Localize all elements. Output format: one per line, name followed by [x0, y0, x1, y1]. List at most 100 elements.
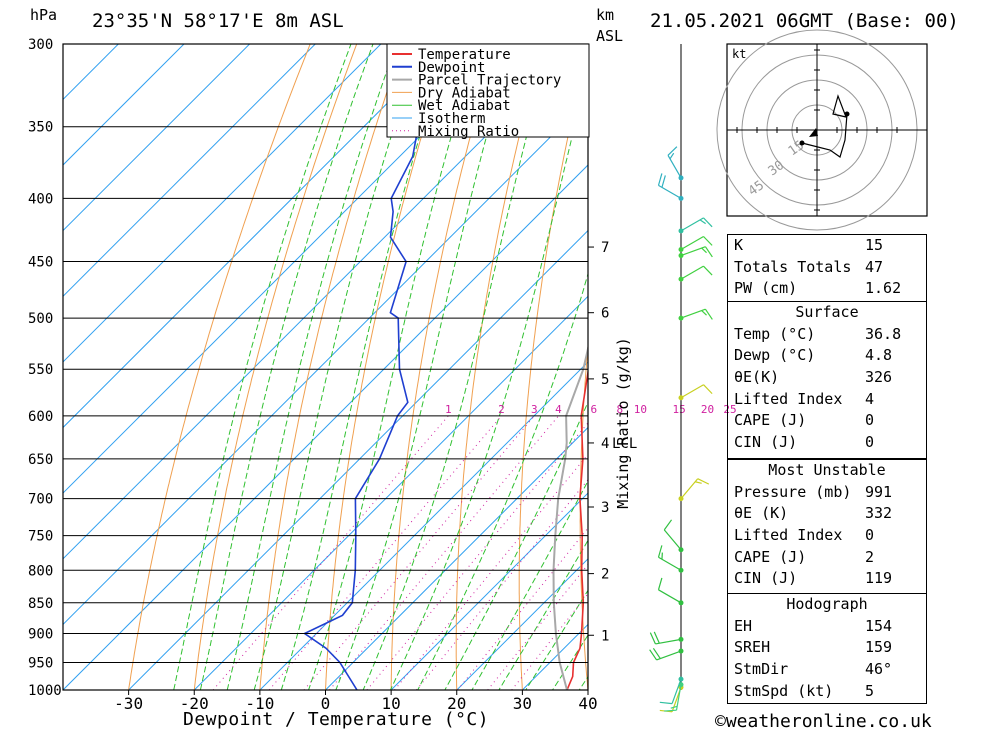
- dry-adiabat-line: [324, 44, 451, 690]
- axis-layer: 1 2 3 4 6 8 10 15 20 2530035040045050055060065070…: [28, 37, 737, 713]
- most-unstable-table: Most Unstable Pressure (mb) 991 θE (K) 332…: [727, 459, 927, 594]
- mixing-ratio-label: 6: [590, 403, 597, 416]
- legend-entry: Dewpoint: [418, 60, 485, 76]
- height-unit-label: km: [596, 6, 615, 24]
- wet-adiabat-line: [253, 44, 422, 690]
- series-dewpoint-line: [303, 44, 435, 690]
- mixing-ratio-label: 3: [531, 403, 538, 416]
- table-row: K 15: [734, 236, 884, 254]
- mixing-ratio-label: 10: [634, 403, 647, 416]
- hodograph-table: Hodograph EH 154 SREH 159 StmDir 46° StmSpd…: [727, 594, 927, 704]
- wind-profile: [649, 44, 713, 713]
- wind-barb: [678, 308, 713, 321]
- wind-barb-flag: [653, 631, 660, 644]
- storm-motion-marker: [809, 128, 818, 137]
- wet-adiabat-line: [335, 44, 514, 690]
- wind-barb-staff: [680, 478, 699, 500]
- wet-adiabat-line: [280, 44, 450, 690]
- pressure-tick-label: 650: [28, 452, 53, 468]
- pressure-tick-label: 300: [28, 37, 53, 53]
- table-row: EH 154: [734, 616, 893, 635]
- isotherm-line: [63, 164, 588, 690]
- mixing-ratio-axis-label: Mixing Ratio (g/kg): [614, 337, 632, 509]
- wind-barb: [663, 519, 684, 553]
- wind-barb-staff: [680, 235, 704, 251]
- dry-adiabat-line: [128, 44, 311, 690]
- wind-barb: [678, 478, 710, 502]
- wind-barb: [678, 246, 713, 259]
- table-row: CAPE (J) 2: [734, 547, 875, 566]
- isotherm-line: [63, 44, 185, 166]
- wind-barb-staff: [656, 650, 682, 661]
- wind-barb-flag: [703, 265, 713, 276]
- legend-entry: Isotherm: [418, 111, 485, 127]
- surface-table: Surface Temp (°C) 36.8 Dewp (°C) 4.8 θE(K)…: [727, 302, 927, 459]
- pressure-tick-label: 900: [28, 626, 53, 642]
- background-lines-layer: [63, 44, 588, 690]
- wind-barb: [678, 265, 713, 282]
- wind-barb-flag: [659, 701, 673, 705]
- height-label: 4: [601, 436, 609, 452]
- location-title: 23°35'N 58°17'E 8m ASL: [92, 10, 344, 32]
- x-tick-label: 10: [381, 694, 400, 713]
- pressure-tick-label: 350: [28, 120, 53, 136]
- wind-barb-flag: [695, 481, 702, 484]
- mixing-ratio-label: 8: [616, 403, 623, 416]
- table-row: Lifted Index 0: [734, 526, 875, 545]
- wind-barb-flag: [667, 146, 678, 156]
- wet-adiabat-line: [389, 70, 588, 690]
- x-tick-label: 0: [321, 694, 331, 713]
- wet-adiabat-line: [226, 44, 397, 690]
- legend-entry: Parcel Trajectory: [418, 73, 561, 89]
- wind-barb: [667, 146, 684, 181]
- wind-barb-flag: [649, 632, 656, 645]
- wind-barb: [649, 631, 684, 645]
- wind-barb-flag: [697, 478, 710, 485]
- wind-barb: [649, 648, 684, 661]
- isotherm-line: [63, 44, 251, 232]
- most-unstable-heading: Most Unstable: [768, 461, 886, 479]
- mixing-ratio-line: [303, 415, 535, 690]
- isotherm-line: [456, 558, 588, 690]
- series-parcel-trajectory-line: [552, 344, 588, 690]
- wind-barb: [659, 676, 684, 705]
- wind-barb-staff: [658, 184, 682, 199]
- mixing-ratio-line: [268, 415, 502, 690]
- table-row: CIN (J) 0: [734, 433, 875, 452]
- isotherm-line: [259, 361, 588, 690]
- wet-adiabat-line: [498, 539, 588, 690]
- wind-barb: [678, 235, 713, 252]
- wet-adiabat-line: [362, 44, 552, 690]
- pressure-tick-label: 800: [28, 563, 53, 579]
- x-tick-label: -20: [180, 694, 209, 713]
- table-row: PW (cm) 1.62: [734, 279, 902, 298]
- datetime-title: 21.05.2021 06GMT (Base: 00): [650, 10, 959, 32]
- dry-adiabat-line: [518, 47, 588, 690]
- wind-barb-flag: [663, 519, 673, 531]
- wind-barb: [657, 577, 684, 606]
- wind-barb-flag: [704, 308, 713, 320]
- wet-adiabat-line: [444, 400, 588, 690]
- surface-heading: Surface: [795, 303, 859, 321]
- mixing-ratio-label: 25: [723, 403, 736, 416]
- x-tick-label: 20: [447, 694, 466, 713]
- table-row: Lifted Index 4: [734, 389, 875, 408]
- wind-barb-staff: [658, 556, 682, 571]
- mixing-ratio-line: [329, 415, 559, 690]
- table-row: θE(K) 326: [734, 368, 893, 387]
- mixing-ratio-label: 4: [555, 403, 562, 416]
- height-label: 2: [601, 567, 609, 583]
- wind-barb-flag: [669, 152, 675, 160]
- legend-entry: Mixing Ratio: [418, 124, 519, 140]
- wind-barb-flag: [661, 175, 666, 188]
- height-label: 3: [601, 500, 609, 516]
- hodograph-point: [799, 140, 805, 146]
- mixing-ratio-line: [394, 453, 588, 690]
- hodograph-unit-label: kt: [732, 47, 746, 61]
- wind-barb-staff: [658, 589, 682, 604]
- plot-frame: [62, 43, 589, 691]
- mixing-ratio-label: 15: [673, 403, 686, 416]
- isotherm-line: [63, 44, 448, 429]
